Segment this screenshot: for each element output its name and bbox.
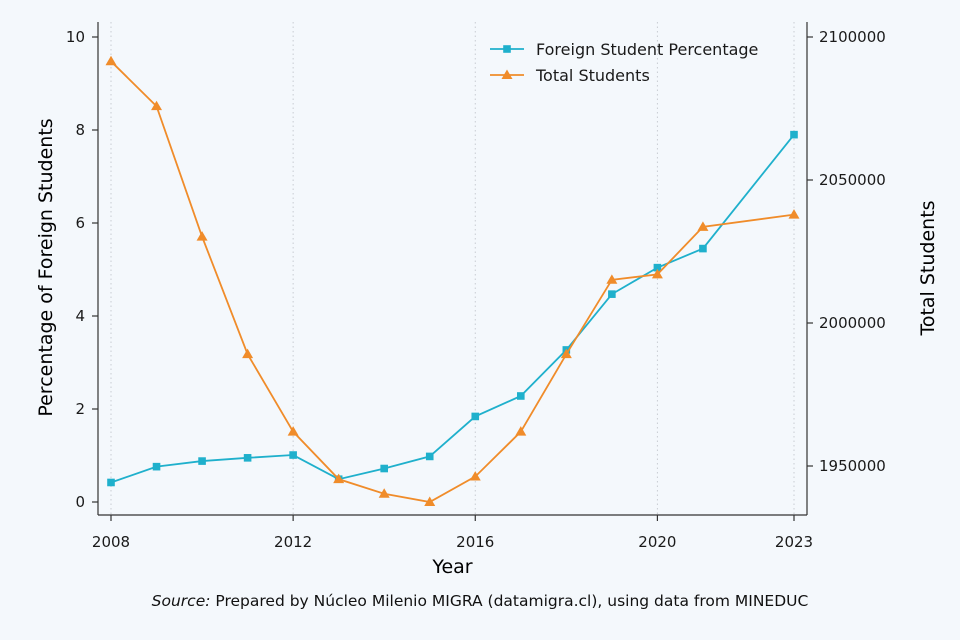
data-point-triangle [606, 274, 618, 284]
data-point-square [517, 392, 525, 400]
data-point-triangle [196, 231, 208, 241]
y-right-tick-label: 1950000 [819, 457, 886, 475]
legend: Foreign Student Percentage Total Students [490, 40, 758, 85]
y-right-tick-label: 2000000 [819, 314, 886, 332]
data-point-triangle [469, 471, 481, 481]
y-left-tick-label: 10 [66, 28, 85, 46]
y-left-tick-label: 8 [75, 121, 85, 139]
legend-label: Total Students [535, 66, 650, 85]
data-point-square [380, 464, 388, 473]
data-point-square [198, 457, 206, 465]
source-text: Prepared by Núcleo Milenio MIGRA (datami… [210, 592, 809, 610]
data-point-triangle [333, 473, 345, 484]
y-axis-left-title: Percentage of Foreign Students [35, 118, 57, 416]
data-point-square [699, 244, 707, 253]
y-right-tick-label: 2100000 [819, 28, 886, 46]
data-point-triangle [788, 209, 800, 219]
data-point-triangle [378, 488, 390, 498]
source-note: Source: Prepared by Núcleo Milenio MIGRA… [0, 592, 960, 610]
x-tick-label: 2008 [92, 533, 130, 551]
x-tick-label: 2023 [775, 533, 813, 551]
x-axis-title: Year [431, 556, 472, 578]
data-point-triangle [501, 69, 513, 79]
data-point-square [503, 45, 511, 53]
data-point-triangle [242, 348, 254, 359]
axes-layer: 2008 2012 2016 2020 2023 0 2 4 6 8 10 1950000 200000… [66, 22, 886, 551]
y-left-tick-label: 4 [75, 307, 85, 325]
data-point-triangle [105, 55, 117, 66]
series-layer [105, 55, 800, 506]
y-left-tick-label: 6 [75, 214, 85, 232]
data-point-triangle [424, 496, 436, 506]
data-point-triangle [151, 100, 163, 111]
data-point-square [152, 462, 161, 471]
x-tick-label: 2020 [638, 533, 676, 551]
data-point-square [289, 451, 297, 459]
legend-label: Foreign Student Percentage [536, 40, 758, 59]
data-point-square [107, 478, 115, 487]
y-left-tick-label: 0 [75, 493, 85, 511]
x-tick-label: 2012 [274, 533, 312, 551]
series-line-foreign-pct [110, 134, 795, 484]
data-point-square [608, 290, 616, 298]
x-tick-label: 2016 [456, 533, 494, 551]
data-point-triangle [287, 426, 299, 436]
data-point-triangle [651, 268, 663, 279]
data-point-square [425, 452, 434, 461]
data-point-square [243, 454, 252, 462]
source-label: Source: [151, 592, 211, 610]
data-point-triangle [697, 221, 709, 231]
data-point-triangle [515, 426, 527, 436]
data-point-triangle [560, 348, 572, 359]
y-left-tick-label: 2 [75, 400, 85, 418]
data-point-square [471, 412, 480, 421]
y-right-tick-label: 2050000 [819, 171, 886, 189]
y-axis-right-title: Total Students [917, 200, 939, 336]
data-point-square [790, 130, 798, 139]
data-point-square [653, 263, 662, 272]
